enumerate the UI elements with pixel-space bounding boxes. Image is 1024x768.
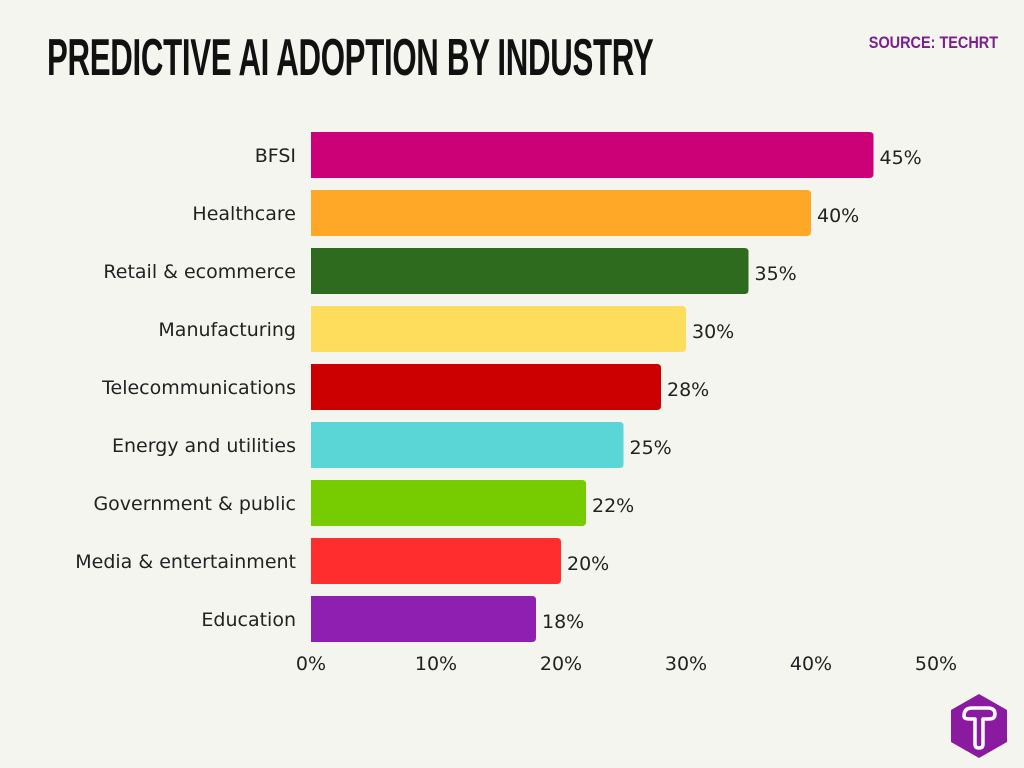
data-label: 20% [567, 553, 609, 575]
data-label: 22% [592, 495, 634, 517]
category-label: Manufacturing [158, 319, 296, 341]
category-label: Telecommunications [101, 377, 296, 399]
data-label: 28% [667, 379, 709, 401]
data-label: 25% [630, 437, 672, 459]
bar [311, 364, 661, 410]
chart-title: PREDICTIVE AI ADOPTION BY INDUSTRY [47, 29, 654, 87]
category-label: Education [201, 609, 296, 631]
x-tick-label: 30% [665, 653, 707, 675]
x-tick-label: 40% [790, 653, 832, 675]
data-label: 40% [817, 205, 859, 227]
bar [311, 248, 749, 294]
data-label: 45% [880, 147, 922, 169]
bar [311, 132, 874, 178]
category-label: Government & public [93, 493, 296, 515]
source-label: SOURCE: TECHRT [868, 33, 998, 52]
category-label: Retail & ecommerce [103, 261, 296, 283]
x-tick-label: 0% [296, 653, 326, 675]
bar [311, 596, 536, 642]
data-label: 35% [755, 263, 797, 285]
data-label: 30% [692, 321, 734, 343]
techrt-logo-icon [951, 694, 1007, 758]
category-label: Healthcare [192, 203, 296, 225]
x-tick-label: 10% [415, 653, 457, 675]
x-tick-label: 50% [915, 653, 957, 675]
bar [311, 306, 686, 352]
category-label: Media & entertainment [75, 551, 296, 573]
x-tick-label: 20% [540, 653, 582, 675]
bar [311, 480, 586, 526]
category-label: Energy and utilities [112, 435, 296, 457]
bar [311, 538, 561, 584]
data-label: 18% [542, 611, 584, 633]
bar [311, 422, 624, 468]
category-label: BFSI [255, 145, 296, 167]
bar [311, 190, 811, 236]
